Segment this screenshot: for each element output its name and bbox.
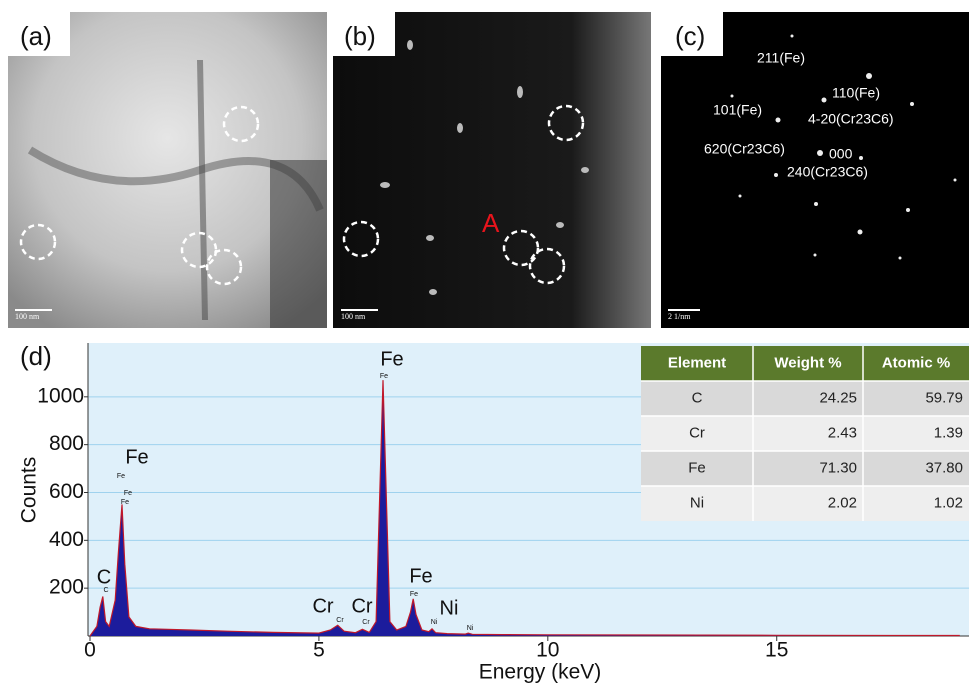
table-row-bg	[641, 381, 969, 416]
spot-label: 620(Cr23C6)	[704, 141, 785, 157]
scale-label: 100 nm	[341, 312, 366, 321]
table-cell: Cr	[689, 424, 705, 441]
peak-label: C	[97, 566, 111, 588]
peak-label: Cr	[351, 595, 372, 617]
peak-label: Fe	[409, 565, 432, 587]
micrograph-b	[333, 12, 651, 328]
table-cell: Fe	[688, 459, 706, 476]
spot-label: 211(Fe)	[757, 50, 805, 66]
table-cell: C	[692, 389, 703, 406]
table-cell: 2.02	[828, 494, 857, 511]
peak-tag: C	[103, 587, 108, 594]
peak-label: Fe	[380, 348, 403, 370]
peak-label: Ni	[440, 597, 459, 619]
panel-label: (d)	[20, 341, 52, 371]
peak-label: Fe	[125, 446, 148, 468]
scale-label: 2 1/nm	[668, 312, 691, 321]
spot-label: 000	[829, 146, 853, 162]
figure: (a) 100 nm (b) A 100 nm (c) 211(Fe) 110(…	[0, 0, 969, 686]
y-tick-label: 400	[49, 528, 84, 551]
y-tick-label: 200	[49, 576, 84, 599]
x-tick-label: 10	[536, 639, 559, 662]
spot-label: 240(Cr23C6)	[787, 164, 868, 180]
scale-label: 100 nm	[15, 312, 40, 321]
peak-tag: Cr	[362, 619, 370, 626]
table-header: Element	[668, 354, 726, 371]
spot-label: 110(Fe)	[832, 85, 880, 101]
x-tick-label: 5	[313, 639, 325, 662]
table-cell: 1.39	[934, 424, 963, 441]
table-cell: Ni	[690, 494, 704, 511]
spot-label: 4-20(Cr23C6)	[808, 111, 894, 127]
x-tick-label: 15	[765, 639, 788, 662]
x-axis-title: Energy (keV)	[479, 661, 602, 684]
peak-tag: Fe	[124, 490, 132, 497]
table-cell: 71.30	[819, 459, 857, 476]
peak-label: Cr	[312, 595, 333, 617]
table-cell: 37.80	[925, 459, 963, 476]
peak-tag: Fe	[410, 591, 418, 598]
texture	[270, 160, 327, 328]
table-cell: 2.43	[828, 424, 857, 441]
table-cell: 24.25	[819, 389, 857, 406]
y-axis-title: Counts	[18, 457, 41, 524]
table-header: Weight %	[774, 354, 841, 371]
panel-label: (a)	[20, 21, 52, 51]
panel-label: (c)	[675, 21, 705, 51]
peak-tag: Fe	[121, 499, 129, 506]
table-header: Atomic %	[882, 354, 950, 371]
marker: A	[482, 208, 500, 238]
table-cell: 59.79	[925, 389, 963, 406]
peak-tag: Fe	[380, 373, 388, 380]
table-cell: 1.02	[934, 494, 963, 511]
y-tick-label: 800	[49, 432, 84, 455]
y-tick-label: 600	[49, 480, 84, 503]
panel-label: (b)	[344, 21, 376, 51]
peak-tag: Ni	[431, 619, 438, 626]
spot-label: 101(Fe)	[713, 102, 762, 118]
x-tick-label: 0	[84, 639, 96, 662]
peak-tag: Fe	[117, 473, 125, 480]
peak-tag: Ni	[467, 625, 474, 632]
peak-tag: Cr	[336, 617, 344, 624]
y-tick-label: 1000	[37, 384, 84, 407]
